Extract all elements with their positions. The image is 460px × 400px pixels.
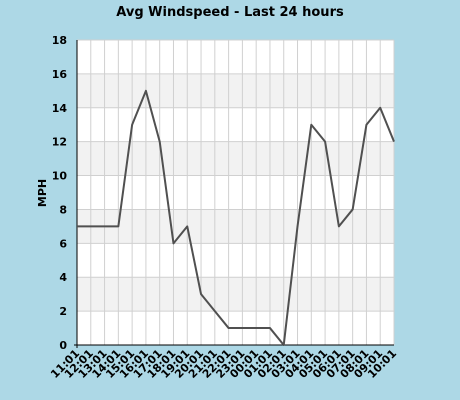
- y-tick-label: 8: [59, 203, 67, 216]
- y-tick-label: 2: [59, 305, 67, 318]
- y-tick-label: 0: [59, 339, 67, 352]
- axes: [74, 40, 394, 348]
- grid-lines: [76, 39, 395, 346]
- plot-band: [77, 209, 394, 244]
- y-tick-labels: 0 2 4 6 8 10 12 14 16 18: [52, 34, 68, 352]
- y-tick-label: 6: [59, 237, 67, 250]
- plot-bands: [77, 40, 394, 345]
- series-layer: [77, 89, 395, 346]
- chart-title: Avg Windspeed - Last 24 hours: [116, 5, 344, 20]
- plot-band: [77, 141, 394, 176]
- plot-band: [77, 277, 394, 312]
- x-tick-labels: 11:0112:0113:0114:0115:0116:0117:0118:01…: [48, 347, 399, 381]
- y-axis-title: MPH: [36, 179, 49, 207]
- plot-band: [77, 73, 394, 108]
- y-tick-label: 10: [52, 170, 68, 183]
- y-tick-label: 16: [52, 68, 68, 81]
- windspeed-series-line: [77, 89, 395, 346]
- y-tick-label: 18: [52, 34, 67, 47]
- y-tick-label: 4: [59, 271, 67, 284]
- y-tick-label: 14: [52, 102, 68, 115]
- y-tick-label: 12: [52, 136, 67, 149]
